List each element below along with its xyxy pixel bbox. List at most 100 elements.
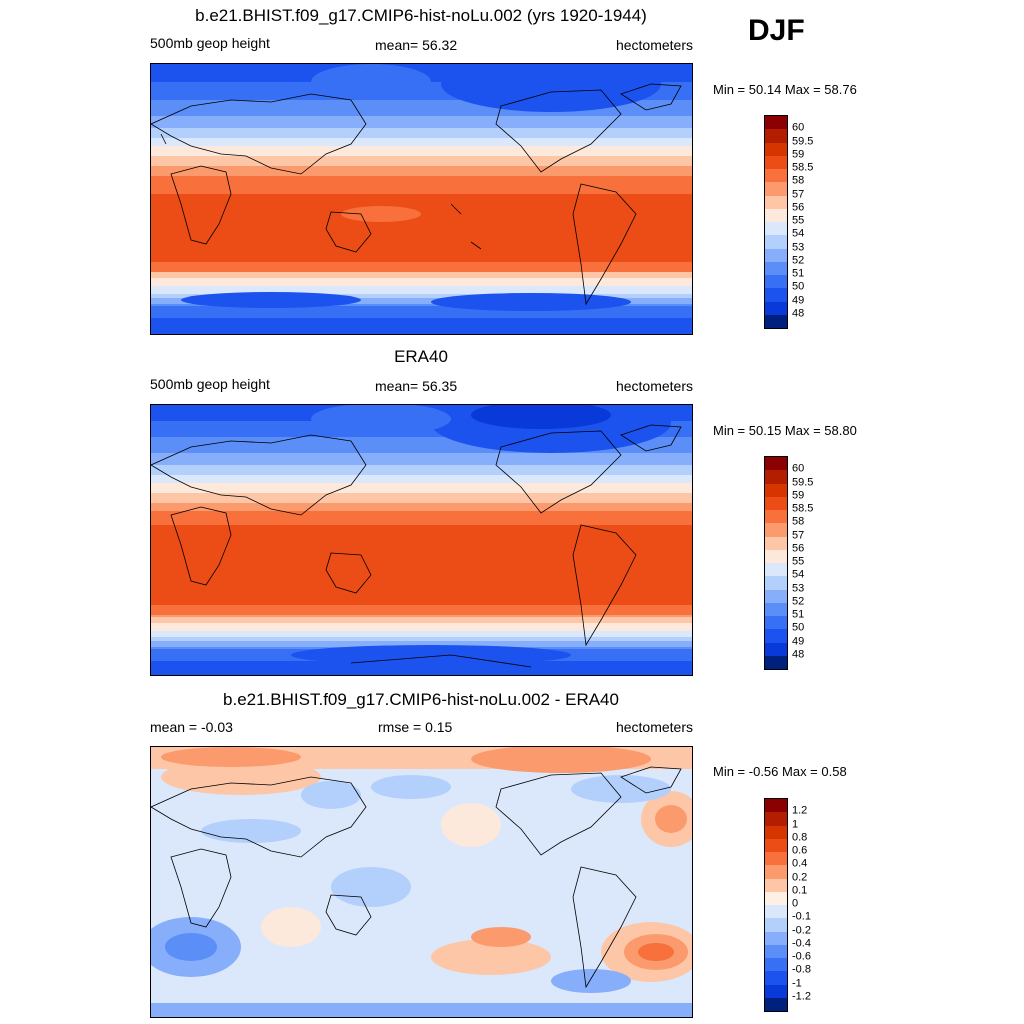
panel2-left-label: 500mb geop height [150,376,270,392]
colorbar-tick-label: 1 [792,818,799,830]
colorbar-tick-label: 58 [792,174,805,187]
colorbar-swatch [765,536,787,550]
panel1-title: b.e21.BHIST.f09_g17.CMIP6-hist-noLu.002 … [195,6,647,25]
panel3-right-label: hectometers [615,719,693,735]
colorbar-swatch [765,470,787,484]
colorbar-swatch [765,918,787,932]
panel3-colorbar [764,798,788,1012]
colorbar-swatch [765,576,787,590]
colorbar-tick-label: -0.1 [792,910,811,923]
colorbar-swatch [765,235,787,249]
colorbar-tick-label: 58.5 [792,502,814,515]
panel3-colorbar-labels: 1.2 1 0.8 0.6 0.4 0.2 0.1 0 -0.1 -0.2 -0.4 -0.6 -0.8… [792,798,832,1012]
colorbar-swatch [765,182,787,196]
colorbar-tick-label: 53 [792,582,805,594]
colorbar-swatch [765,852,787,866]
panel2-colorbar [764,456,788,670]
colorbar-tick-label: 59.5 [792,476,814,488]
colorbar-tick-label: 0.8 [792,831,808,844]
colorbar-swatch [765,314,787,328]
colorbar-swatch [765,288,787,302]
colorbar-tick-label: 57 [792,188,805,200]
panel3-title: b.e21.BHIST.f09_g17.CMIP6-hist-noLu.002 … [223,690,619,709]
colorbar-swatch [765,510,787,524]
panel1-colorbar [764,115,788,329]
colorbar-tick-label: 52 [792,254,805,267]
colorbar-swatch [765,931,787,945]
colorbar-tick-label: 51 [792,267,805,280]
colorbar-swatch [765,984,787,998]
colorbar-swatch [765,878,787,892]
colorbar-tick-label: 49 [792,294,805,306]
colorbar-swatch [765,142,787,156]
colorbar-tick-label: -0.2 [792,924,811,936]
colorbar-tick-label: 60 [792,121,805,134]
panel2-right-label: hectometers [615,378,693,394]
colorbar-tick-label: 55 [792,555,805,568]
colorbar-tick-label: 59 [792,489,805,502]
colorbar-tick-label: 0.4 [792,857,808,870]
colorbar-tick-label: 50 [792,280,805,293]
colorbar-tick-label: 54 [792,568,805,581]
colorbar-swatch [765,589,787,603]
colorbar-swatch [765,275,787,289]
panel2-title: ERA40 [394,347,448,366]
colorbar-tick-label: 1.2 [792,804,808,817]
colorbar-tick-label: 48 [792,648,805,661]
colorbar-swatch [765,563,787,577]
colorbar-tick-label: -0.6 [792,950,811,963]
panel2-map [150,404,693,676]
colorbar-swatch [765,116,787,130]
colorbar-swatch [765,642,787,656]
colorbar-tick-label: 56 [792,201,805,214]
season-label: DJF [748,14,805,47]
colorbar-tick-label: 0.6 [792,844,808,857]
colorbar-swatch [765,457,787,471]
colorbar-tick-label: 56 [792,542,805,555]
colorbar-tick-label: -1 [792,977,802,989]
colorbar-tick-label: 49 [792,635,805,647]
panel3-minmax: Min = -0.56 Max = 0.58 [713,764,847,779]
colorbar-tick-label: 53 [792,241,805,253]
colorbar-tick-label: 59.5 [792,135,814,147]
colorbar-swatch [765,799,787,813]
colorbar-tick-label: -0.8 [792,963,811,976]
panel2-minmax: Min = 50.15 Max = 58.80 [713,423,857,438]
colorbar-swatch [765,549,787,563]
colorbar-swatch [765,602,787,616]
panel2-colorbar-labels: 60 59.5 59 58.5 58 57 56 55 54 53 52 51 50 49 48 [792,456,832,670]
colorbar-swatch [765,169,787,183]
panel1-colorbar-labels: 60 59.5 59 58.5 58 57 56 55 54 53 52 51 50 49 48 [792,115,832,329]
panel3-map [150,746,693,1018]
colorbar-swatch [765,208,787,222]
colorbar-swatch [765,129,787,143]
colorbar-swatch [765,865,787,879]
colorbar-tick-label: 59 [792,148,805,161]
panel1-minmax: Min = 50.14 Max = 58.76 [713,82,857,97]
panel1-left-label: 500mb geop height [150,35,270,51]
colorbar-swatch [765,523,787,537]
colorbar-swatch [765,825,787,839]
colorbar-swatch [765,629,787,643]
colorbar-tick-label: 57 [792,529,805,541]
colorbar-swatch [765,891,787,905]
colorbar-tick-label: 0 [792,897,799,910]
colorbar-swatch [765,838,787,852]
colorbar-tick-label: -1.2 [792,990,811,1003]
colorbar-swatch [765,958,787,972]
colorbar-tick-label: 58 [792,515,805,528]
colorbar-swatch [765,812,787,826]
colorbar-swatch [765,971,787,985]
colorbar-tick-label: 52 [792,595,805,608]
panel1-map [150,63,693,335]
colorbar-swatch [765,483,787,497]
panel3-center-label: rmse = 0.15 [378,719,453,735]
colorbar-tick-label: 55 [792,214,805,227]
colorbar-tick-label: 0.1 [792,884,808,897]
colorbar-swatch [765,195,787,209]
colorbar-swatch [765,261,787,275]
colorbar-swatch [765,616,787,630]
colorbar-swatch [765,655,787,669]
panel1-center-label: mean= 56.32 [375,37,458,53]
panel2-center-label: mean= 56.35 [375,378,458,394]
